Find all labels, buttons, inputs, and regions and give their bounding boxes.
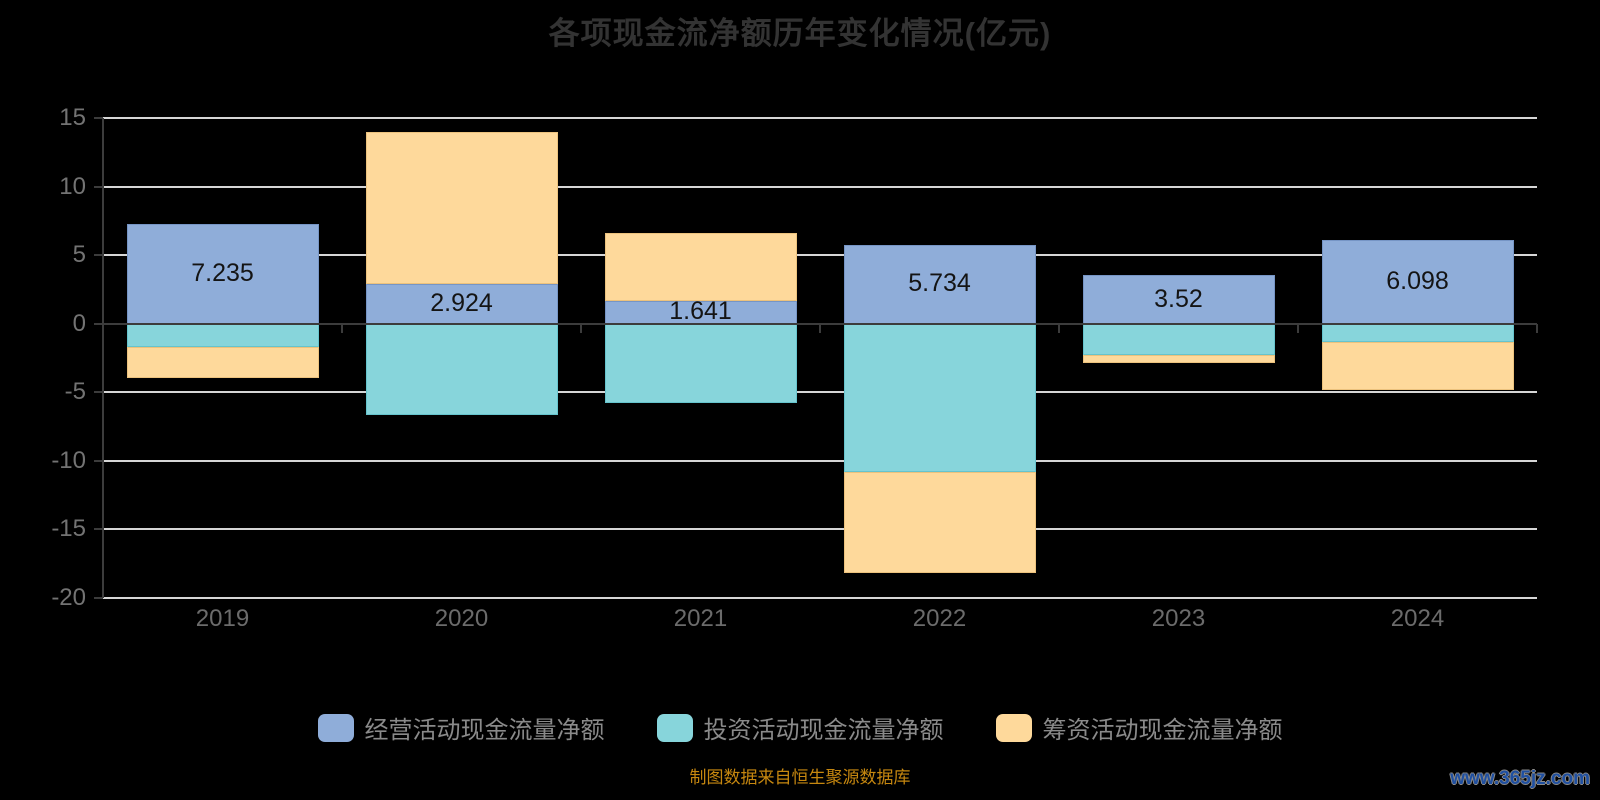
bar-segment-2019 xyxy=(126,347,319,378)
gridline-15 xyxy=(103,117,1537,119)
bar-segment-2020 xyxy=(365,323,558,415)
bar-segment-2020 xyxy=(365,131,558,284)
bar-segment-2022 xyxy=(843,245,1036,324)
bar-value-label: 7.235 xyxy=(191,259,254,288)
y-axis-label: -20 xyxy=(51,584,86,611)
y-axis-tick xyxy=(94,117,103,119)
bar-value-label: 1.641 xyxy=(669,297,732,326)
bar-segment-2021 xyxy=(604,232,797,302)
bar-segment-2023 xyxy=(1082,323,1275,355)
y-axis-label: 0 xyxy=(72,309,86,337)
investing-series-swatch xyxy=(656,713,693,742)
bar-segment-2023 xyxy=(1082,275,1275,324)
bar-segment-2024 xyxy=(1321,240,1514,324)
legend-label: 筹资活动现金流量净额 xyxy=(1042,717,1283,744)
y-axis-label: -10 xyxy=(51,446,86,474)
gridline--15 xyxy=(103,528,1537,531)
bar-segment-2023 xyxy=(1082,354,1275,364)
x-axis-label: 2020 xyxy=(434,605,489,632)
y-axis-tick xyxy=(94,528,103,531)
operating-series-swatch xyxy=(317,713,354,742)
x-axis-label: 2021 xyxy=(673,605,728,632)
bar-segment-2019 xyxy=(126,323,319,348)
x-axis-tick xyxy=(1058,323,1060,333)
gridline-5 xyxy=(103,254,1537,257)
y-axis-label: -5 xyxy=(64,378,86,406)
x-axis-tick xyxy=(341,323,343,333)
x-axis-tick xyxy=(1297,323,1299,333)
y-axis-tick xyxy=(94,391,103,394)
bar-segment-2024 xyxy=(1321,323,1514,342)
y-axis-tick xyxy=(94,254,103,257)
x-axis-tick xyxy=(1536,323,1538,333)
data-source-note: 制图数据来自恒生聚源数据库 xyxy=(689,768,911,787)
bar-value-label: 5.734 xyxy=(908,269,971,298)
zero-axis-line xyxy=(103,322,1537,325)
y-axis-label: 15 xyxy=(59,104,86,131)
y-axis-label: 5 xyxy=(72,241,86,269)
gridline--5 xyxy=(103,391,1537,394)
legend-label: 经营活动现金流量净额 xyxy=(364,717,605,744)
bar-segment-2019 xyxy=(126,224,319,324)
bar-value-label: 2.924 xyxy=(430,288,493,317)
bar-value-label: 3.52 xyxy=(1154,284,1203,313)
x-axis-label: 2024 xyxy=(1390,605,1445,632)
y-axis-tick xyxy=(94,459,103,462)
chart-title: 各项现金流净额历年变化情况(亿元) xyxy=(548,16,1052,51)
x-axis-label: 2022 xyxy=(912,605,967,632)
watermark-url: www.365jz.com xyxy=(1450,768,1590,789)
gridline-10 xyxy=(103,185,1537,188)
legend: 经营活动现金流量净额 投资活动现金流量净额 筹资活动现金流量净额 xyxy=(0,710,1600,745)
bar-segment-2022 xyxy=(843,471,1036,574)
x-axis-tick xyxy=(819,323,821,333)
legend-item-financing[interactable]: 筹资活动现金流量净额 xyxy=(995,710,1283,745)
legend-item-operating[interactable]: 经营活动现金流量净额 xyxy=(317,710,605,745)
legend-label: 投资活动现金流量净额 xyxy=(703,717,944,744)
legend-item-investing[interactable]: 投资活动现金流量净额 xyxy=(656,710,944,745)
y-axis-tick xyxy=(94,322,103,325)
y-axis-tick xyxy=(94,185,103,188)
gridline--20 xyxy=(103,597,1537,599)
y-axis-tick xyxy=(94,597,103,599)
y-axis-label: -15 xyxy=(51,515,86,543)
bar-value-label: 6.098 xyxy=(1386,266,1449,295)
bar-segment-2022 xyxy=(843,323,1036,472)
x-axis-tick xyxy=(580,323,582,333)
gridline--10 xyxy=(103,459,1537,462)
x-axis-label: 2019 xyxy=(195,605,250,632)
bar-segment-2024 xyxy=(1321,341,1514,390)
financing-series-swatch xyxy=(995,713,1032,742)
y-axis-line xyxy=(102,118,104,598)
y-axis-label: 10 xyxy=(59,172,86,200)
x-axis-label: 2023 xyxy=(1151,605,1206,632)
bar-segment-2021 xyxy=(604,323,797,403)
